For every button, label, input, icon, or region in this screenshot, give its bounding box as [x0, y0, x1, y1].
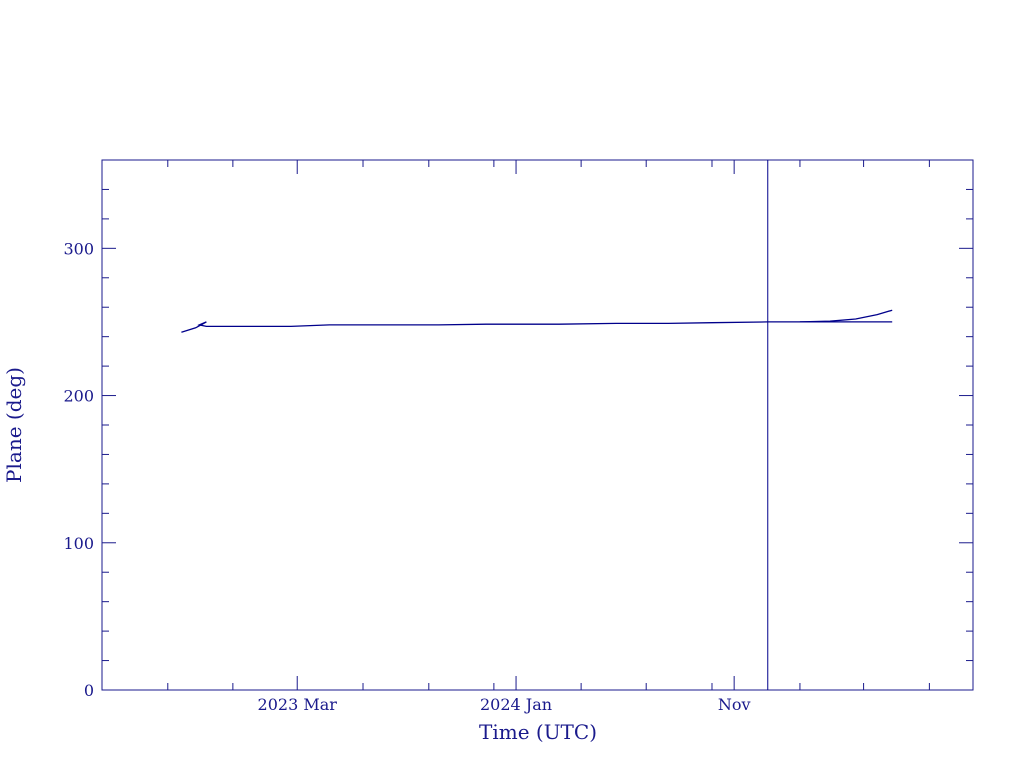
plot-frame [101, 159, 974, 691]
y-tick-label: 300 [63, 239, 94, 258]
series-line-1 [181, 309, 893, 333]
x-axis-title: Time (UTC) [479, 720, 597, 744]
x-tick-label: 2024 Jan [480, 695, 552, 714]
y-tick-label: 100 [63, 534, 94, 553]
y-tick-label: 200 [63, 387, 94, 406]
y-axis-title: Plane (deg) [2, 367, 26, 483]
series-group [181, 309, 893, 333]
x-tick-label: Nov [718, 695, 751, 714]
x-minor-ticks [167, 160, 930, 690]
y-tick-label: 0 [84, 681, 94, 700]
x-major-ticks [296, 160, 735, 690]
y-tick-labels: 0 100 200 300 [63, 239, 94, 700]
x-tick-label: 2023 Mar [258, 695, 338, 714]
x-tick-labels: 2023 Mar 2024 Jan Nov [258, 695, 751, 714]
y-major-ticks [102, 247, 973, 691]
y-minor-ticks [102, 159, 973, 662]
